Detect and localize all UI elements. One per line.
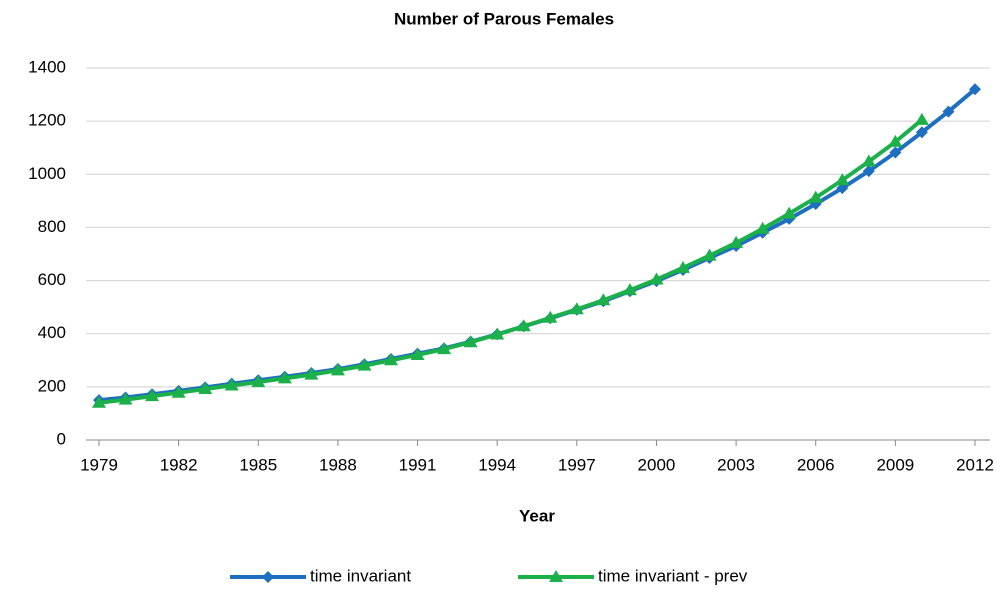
x-axis-label: Year [519,506,555,525]
marker [410,347,425,360]
y-tick-label: 1400 [28,57,66,76]
marker [118,392,133,405]
legend-label: time invariant [310,566,411,585]
marker [888,134,903,147]
marker [782,206,797,219]
marker [384,353,398,366]
marker [516,319,531,332]
marker [969,83,981,96]
y-tick-label: 600 [38,270,66,289]
x-tick-label: 1997 [558,455,596,474]
y-tick-label: 200 [38,376,66,395]
marker [357,358,372,371]
marker [914,112,929,125]
x-tick-label: 1982 [160,455,198,474]
marker [543,310,558,323]
marker [596,293,611,306]
x-tick-label: 1994 [478,455,516,474]
x-tick-label: 2012 [956,455,994,474]
marker [915,126,928,139]
x-tick-label: 2006 [797,455,835,474]
series-line [98,118,924,405]
x-tick-label: 2000 [638,455,676,474]
marker [277,371,292,384]
marker [676,260,690,273]
marker [835,173,850,186]
marker [808,190,823,203]
marker [463,335,478,348]
marker [942,105,955,118]
y-tick-label: 1200 [28,111,66,130]
x-tick-label: 2003 [717,455,755,474]
marker [262,571,274,583]
marker [861,154,876,167]
marker [622,283,637,296]
x-tick-label: 1988 [319,455,357,474]
y-tick-label: 400 [38,323,66,342]
marker [729,235,744,248]
marker [198,381,213,394]
x-tick-label: 1991 [399,455,437,474]
y-tick-label: 1000 [28,164,66,183]
x-tick-label: 1979 [80,455,118,474]
legend-label: time invariant - prev [598,566,748,585]
marker [755,221,770,234]
x-tick-label: 2009 [876,455,914,474]
marker [145,389,160,402]
chart-title: Number of Parous Females [394,9,614,28]
marker [889,146,902,159]
marker [569,302,584,315]
series-line [98,87,977,403]
marker [549,570,563,582]
marker [490,327,505,340]
marker [92,395,106,408]
marker [171,385,186,398]
marker [649,272,664,285]
marker [330,363,345,376]
marker [224,378,239,391]
marker [437,342,452,355]
y-tick-label: 800 [38,217,66,236]
marker [251,375,266,388]
marker [862,165,875,178]
x-tick-label: 1985 [239,455,277,474]
y-tick-label: 0 [57,429,66,448]
marker [304,367,319,380]
marker [702,248,717,261]
